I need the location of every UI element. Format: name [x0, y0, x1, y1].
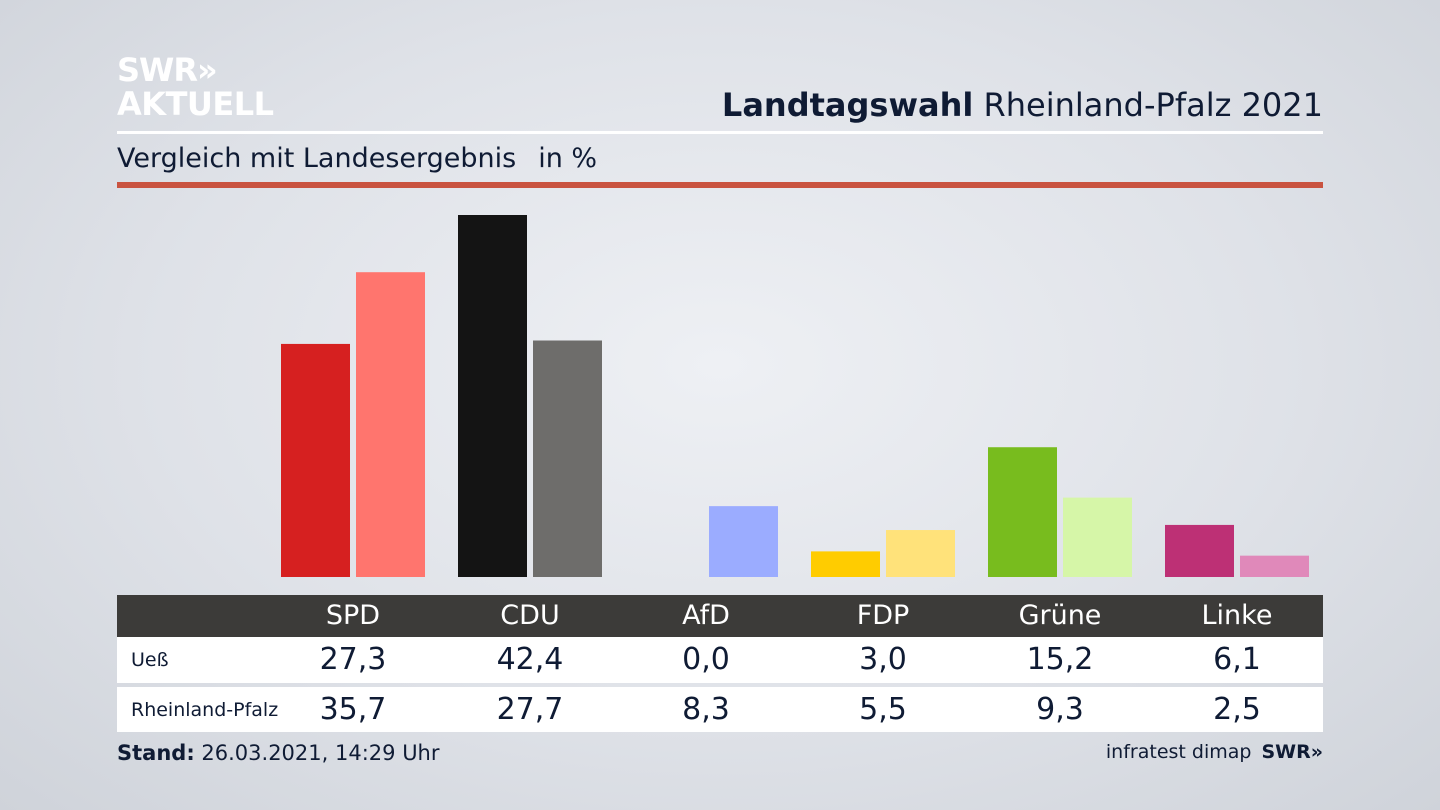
stand-value: 26.03.2021, 14:29 Uhr — [201, 741, 440, 765]
swr-small-logo: SWR» — [1261, 741, 1323, 763]
category-label-grne: Grüne — [1018, 600, 1102, 631]
title-divider — [117, 131, 1323, 134]
unit-label: in % — [538, 143, 598, 174]
bar-spd-rlp — [356, 272, 425, 577]
value-label-linke-rlp: 2,5 — [1213, 692, 1261, 727]
row-label-rlp: Rheinland-Pfalz — [131, 699, 279, 721]
title-bold: Landtagswahl — [721, 86, 974, 124]
value-label-spd-rlp: 35,7 — [319, 692, 387, 727]
value-label-cdu-uess: 42,4 — [496, 642, 564, 677]
value-label-afd-uess: 0,0 — [682, 642, 730, 677]
bar-grne-rlp — [1063, 497, 1132, 577]
value-label-afd-rlp: 8,3 — [682, 692, 730, 727]
value-label-linke-uess: 6,1 — [1213, 642, 1261, 677]
bar-spd-uess — [281, 343, 350, 577]
category-label-spd: SPD — [325, 600, 381, 631]
bar-fdp-rlp — [886, 530, 955, 577]
title-rest: Rheinland-Pfalz 2021 — [983, 86, 1323, 124]
logo-line-1: SWR» — [117, 51, 218, 89]
source-credit: infratest dimap SWR» — [1106, 741, 1323, 763]
value-label-grne-rlp: 9,3 — [1036, 692, 1084, 727]
table-header-row: SPD CDU AfD FDP Grüne Linke — [117, 595, 1323, 637]
bar-grne-uess — [988, 447, 1057, 577]
stand-label: Stand: — [117, 741, 195, 765]
results-table: SPD CDU AfD FDP Grüne Linke Ueß 27,3 42,4 0,0 3,… — [117, 595, 1323, 732]
swr-aktuell-logo: SWR» AKTUELL — [117, 54, 274, 120]
value-label-cdu-rlp: 27,7 — [496, 692, 564, 727]
bar-afd-rlp — [709, 506, 778, 577]
table-row-rlp: Rheinland-Pfalz 35,7 27,7 8,3 5,5 9,3 2,5 — [117, 687, 1323, 732]
row-label-uess: Ueß — [131, 649, 169, 671]
value-label-fdp-uess: 3,0 — [859, 642, 907, 677]
timestamp: Stand: 26.03.2021, 14:29 Uhr — [117, 741, 440, 765]
value-label-spd-uess: 27,3 — [319, 642, 387, 677]
category-label-cdu: CDU — [500, 600, 560, 631]
source-text: infratest dimap — [1105, 741, 1252, 763]
subtitle-text: Vergleich mit Landesergebnis — [117, 143, 517, 174]
bar-fdp-uess — [811, 551, 880, 577]
category-label-afd: AfD — [682, 600, 730, 631]
page-title: Landtagswahl Rheinland-Pfalz 2021 — [722, 86, 1323, 124]
chart-subtitle: Vergleich mit Landesergebnis in % — [117, 143, 597, 174]
value-label-fdp-rlp: 5,5 — [859, 692, 907, 727]
bar-cdu-uess — [458, 215, 527, 577]
bar-linke-rlp — [1240, 555, 1309, 577]
category-label-fdp: FDP — [856, 600, 910, 631]
bar-linke-uess — [1165, 524, 1234, 577]
accent-divider — [117, 182, 1323, 188]
logo-line-2: AKTUELL — [117, 85, 274, 123]
value-label-grne-uess: 15,2 — [1026, 642, 1094, 677]
table-row-uess: Ueß 27,3 42,4 0,0 3,0 15,2 6,1 — [117, 637, 1323, 683]
category-label-linke: Linke — [1201, 600, 1273, 631]
bar-cdu-rlp — [533, 340, 602, 577]
